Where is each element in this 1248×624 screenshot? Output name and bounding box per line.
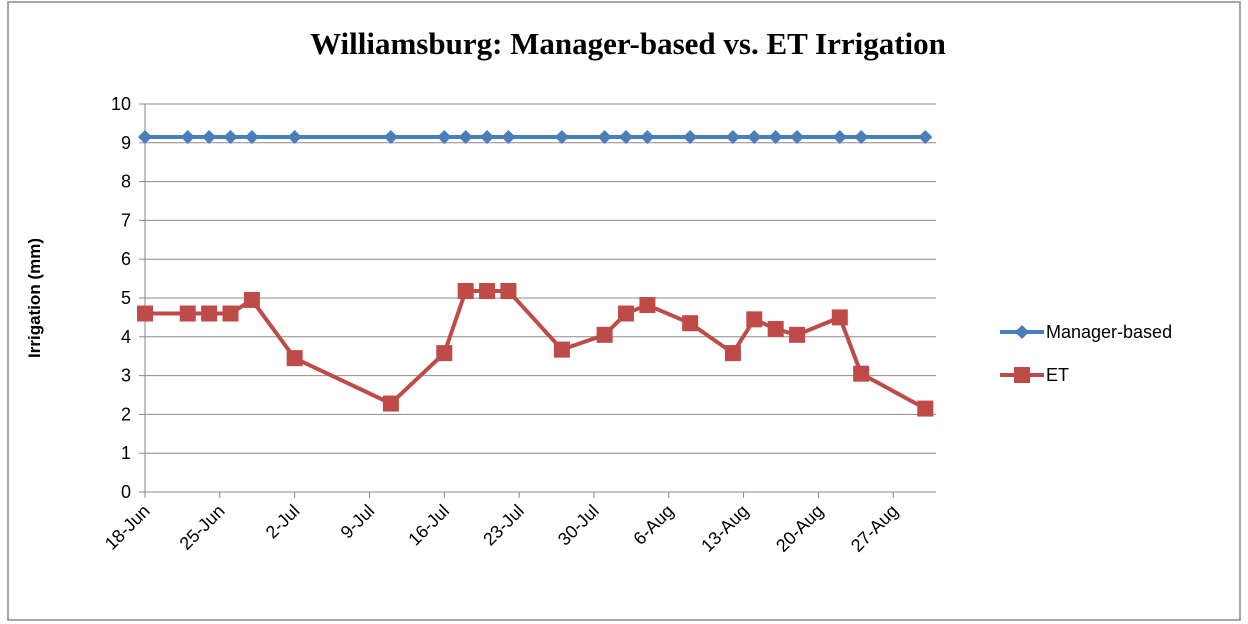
point [639, 296, 656, 313]
point [137, 305, 153, 322]
point [202, 129, 217, 144]
y-tick-label: 10 [111, 94, 131, 114]
y-tick-label: 7 [121, 210, 131, 230]
point [437, 129, 452, 144]
point [382, 395, 399, 412]
y-tick-label: 9 [121, 133, 131, 153]
point [747, 129, 762, 144]
point [831, 309, 848, 326]
point [287, 129, 302, 144]
y-tick-label: 0 [121, 482, 131, 502]
point [286, 350, 303, 367]
point [244, 129, 259, 144]
point [618, 305, 635, 322]
legend-label: ET [1046, 365, 1069, 385]
point [436, 345, 453, 362]
y-tick-label: 2 [121, 404, 131, 424]
point [682, 315, 699, 332]
point [480, 129, 495, 144]
point [597, 129, 612, 144]
y-axis-label: Irrigation (mm) [25, 238, 44, 358]
point [500, 283, 517, 300]
point [767, 321, 784, 338]
point [179, 305, 196, 322]
point [789, 326, 806, 343]
point [479, 283, 496, 300]
point [201, 305, 218, 322]
legend-marker [1015, 325, 1029, 339]
point [746, 311, 763, 328]
point [768, 129, 783, 144]
point [501, 129, 516, 144]
point [619, 129, 634, 144]
point [596, 326, 613, 343]
y-tick-label: 1 [121, 443, 131, 463]
point [790, 129, 805, 144]
legend-marker [1014, 367, 1030, 383]
point [553, 341, 570, 358]
point [917, 400, 934, 417]
point [180, 129, 195, 144]
point [243, 291, 260, 308]
point [724, 345, 741, 362]
point [832, 129, 847, 144]
point [457, 283, 474, 300]
point [138, 129, 152, 144]
point [918, 129, 933, 144]
point [640, 129, 655, 144]
point [223, 129, 238, 144]
legend-label: Manager-based [1046, 322, 1172, 342]
point [725, 129, 740, 144]
point [683, 129, 698, 144]
y-tick-label: 4 [121, 327, 131, 347]
y-tick-label: 3 [121, 366, 131, 386]
point [383, 129, 398, 144]
y-tick-label: 5 [121, 288, 131, 308]
point [554, 129, 569, 144]
point [854, 129, 869, 144]
y-tick-label: 6 [121, 249, 131, 269]
y-tick-label: 8 [121, 172, 131, 192]
point [853, 365, 870, 382]
point [458, 129, 473, 144]
point [222, 305, 239, 322]
chart-title: Williamsburg: Manager-based vs. ET Irrig… [310, 26, 946, 61]
